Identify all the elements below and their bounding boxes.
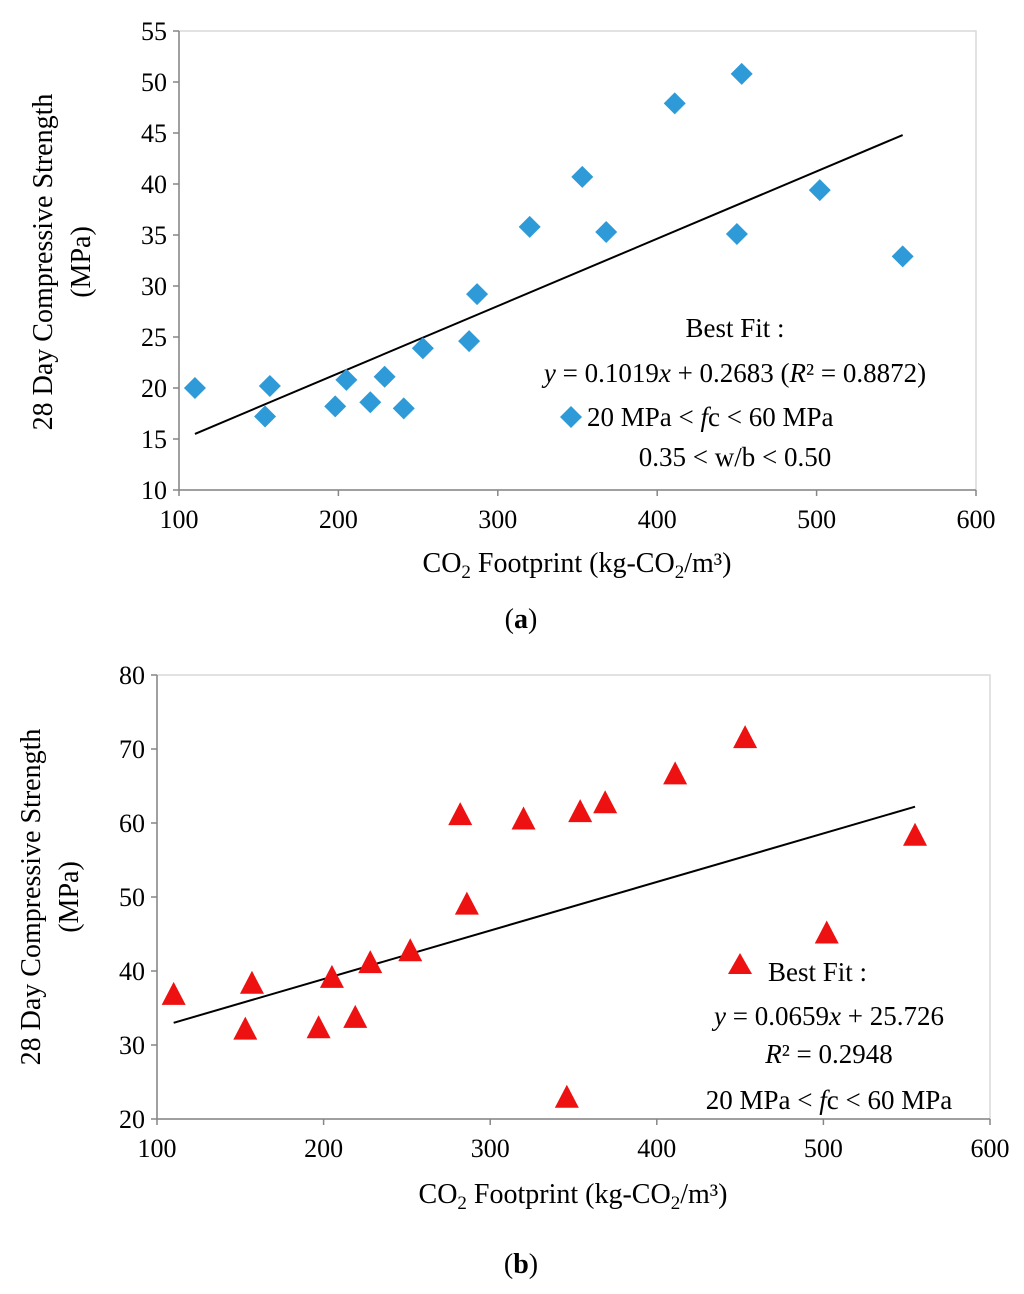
data-point-triangle [593, 790, 618, 814]
data-point-triangle [903, 822, 928, 846]
x-tick-label: 200 [319, 505, 358, 534]
data-point-triangle [448, 802, 473, 826]
data-point-diamond [571, 165, 594, 188]
panel-label: (a) [505, 604, 538, 635]
y-tick-label: 10 [141, 476, 167, 505]
data-point-diamond [258, 374, 281, 397]
legend-entry: 20 MPa < fc < 60 MPa [587, 402, 833, 432]
x-tick-label: 600 [971, 1134, 1010, 1163]
data-point-diamond [392, 397, 415, 420]
x-axis-title: CO2 Footprint (kg-CO2/m³) [419, 1179, 728, 1214]
y-axis-title-line1: 28 Day Compressive Strength [28, 94, 59, 431]
y-tick-label: 25 [141, 323, 167, 352]
x-tick-label: 100 [138, 1134, 177, 1163]
x-tick-label: 400 [638, 505, 677, 534]
data-point-triangle [343, 1004, 368, 1028]
data-point-diamond [725, 222, 748, 245]
x-tick-label: 500 [804, 1134, 843, 1163]
y-tick-label: 30 [119, 1031, 145, 1060]
data-point-diamond [458, 330, 481, 353]
y-tick-label: 20 [141, 374, 167, 403]
y-axis-title-line2: (MPa) [54, 861, 85, 933]
y-tick-label: 45 [141, 119, 167, 148]
data-point-triangle [663, 761, 688, 785]
y-tick-label: 80 [119, 661, 145, 690]
data-point-diamond [891, 245, 914, 268]
x-axis-title: CO2 Footprint (kg-CO2/m³) [423, 548, 732, 583]
data-point-triangle [814, 920, 839, 944]
best-fit-line [194, 134, 904, 435]
y-tick-label: 30 [141, 272, 167, 301]
y-axis-title-line2: (MPa) [66, 226, 97, 298]
y-tick-label: 55 [141, 17, 167, 46]
data-point-triangle [319, 964, 344, 988]
data-point-diamond [518, 215, 541, 238]
data-point-diamond [335, 368, 358, 391]
y-tick-label: 50 [141, 68, 167, 97]
data-point-triangle [733, 725, 758, 749]
data-point-diamond [808, 179, 831, 202]
x-tick-label: 200 [304, 1134, 343, 1163]
legend-entry: 20 MPa < fc < 60 MPa [706, 1085, 952, 1115]
y-tick-label: 35 [141, 221, 167, 250]
data-point-triangle [358, 950, 383, 974]
x-tick-label: 400 [637, 1134, 676, 1163]
data-point-triangle [511, 806, 536, 830]
y-tick-label: 60 [119, 809, 145, 838]
data-point-diamond [254, 405, 277, 428]
y-tick-label: 40 [141, 170, 167, 199]
data-point-diamond [359, 391, 382, 414]
data-point-diamond [730, 62, 753, 85]
data-point-diamond [466, 283, 489, 306]
best-fit-line [173, 805, 916, 1024]
data-point-triangle [454, 891, 479, 915]
data-point-diamond [663, 92, 686, 115]
x-tick-label: 500 [797, 505, 836, 534]
annotation-title: Best Fit : [685, 313, 784, 343]
data-point-triangle [239, 970, 264, 994]
data-point-triangle [398, 938, 423, 962]
data-point-diamond [411, 337, 434, 360]
legend-marker-triangle [728, 953, 752, 974]
data-point-triangle [161, 981, 186, 1005]
data-point-triangle [568, 799, 593, 823]
annotation-title: Best Fit : [768, 957, 867, 987]
data-point-triangle [306, 1015, 331, 1039]
data-point-triangle [554, 1084, 579, 1108]
annotation-r-squared: R² = 0.2948 [764, 1039, 893, 1069]
annotation-equation: y = 0.1019x + 0.2683 (R² = 0.8872) [541, 358, 926, 388]
annotation-equation: y = 0.0659x + 25.726 [711, 1001, 944, 1031]
data-point-diamond [324, 395, 347, 418]
annotation-wb-range: 0.35 < w/b < 0.50 [639, 442, 831, 472]
chart-b: 20 30 40 50 60 70 80 100 200 300 400 500 600 CO2 Fo… [16, 661, 1010, 1280]
y-tick-label: 20 [119, 1105, 145, 1134]
y-axis-title-line1: 28 Day Compressive Strength [16, 729, 47, 1066]
panel-label: (b) [504, 1249, 538, 1280]
data-point-diamond [373, 365, 396, 388]
x-tick-label: 300 [478, 505, 517, 534]
data-point-diamond [595, 220, 618, 243]
x-tick-label: 100 [160, 505, 199, 534]
x-tick-label: 600 [957, 505, 996, 534]
data-point-diamond [183, 377, 206, 399]
y-tick-label: 40 [119, 957, 145, 986]
legend-marker-diamond [560, 406, 582, 428]
data-point-triangle [233, 1016, 258, 1040]
x-tick-label: 300 [471, 1134, 510, 1163]
y-tick-label: 50 [119, 883, 145, 912]
y-tick-label: 70 [119, 735, 145, 764]
y-tick-label: 15 [141, 425, 167, 454]
